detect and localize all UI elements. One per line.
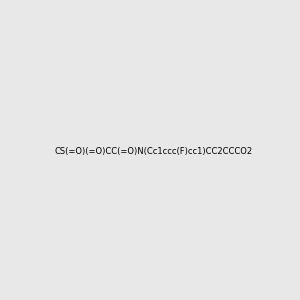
Text: CS(=O)(=O)CC(=O)N(Cc1ccc(F)cc1)CC2CCCO2: CS(=O)(=O)CC(=O)N(Cc1ccc(F)cc1)CC2CCCO2 bbox=[55, 147, 253, 156]
